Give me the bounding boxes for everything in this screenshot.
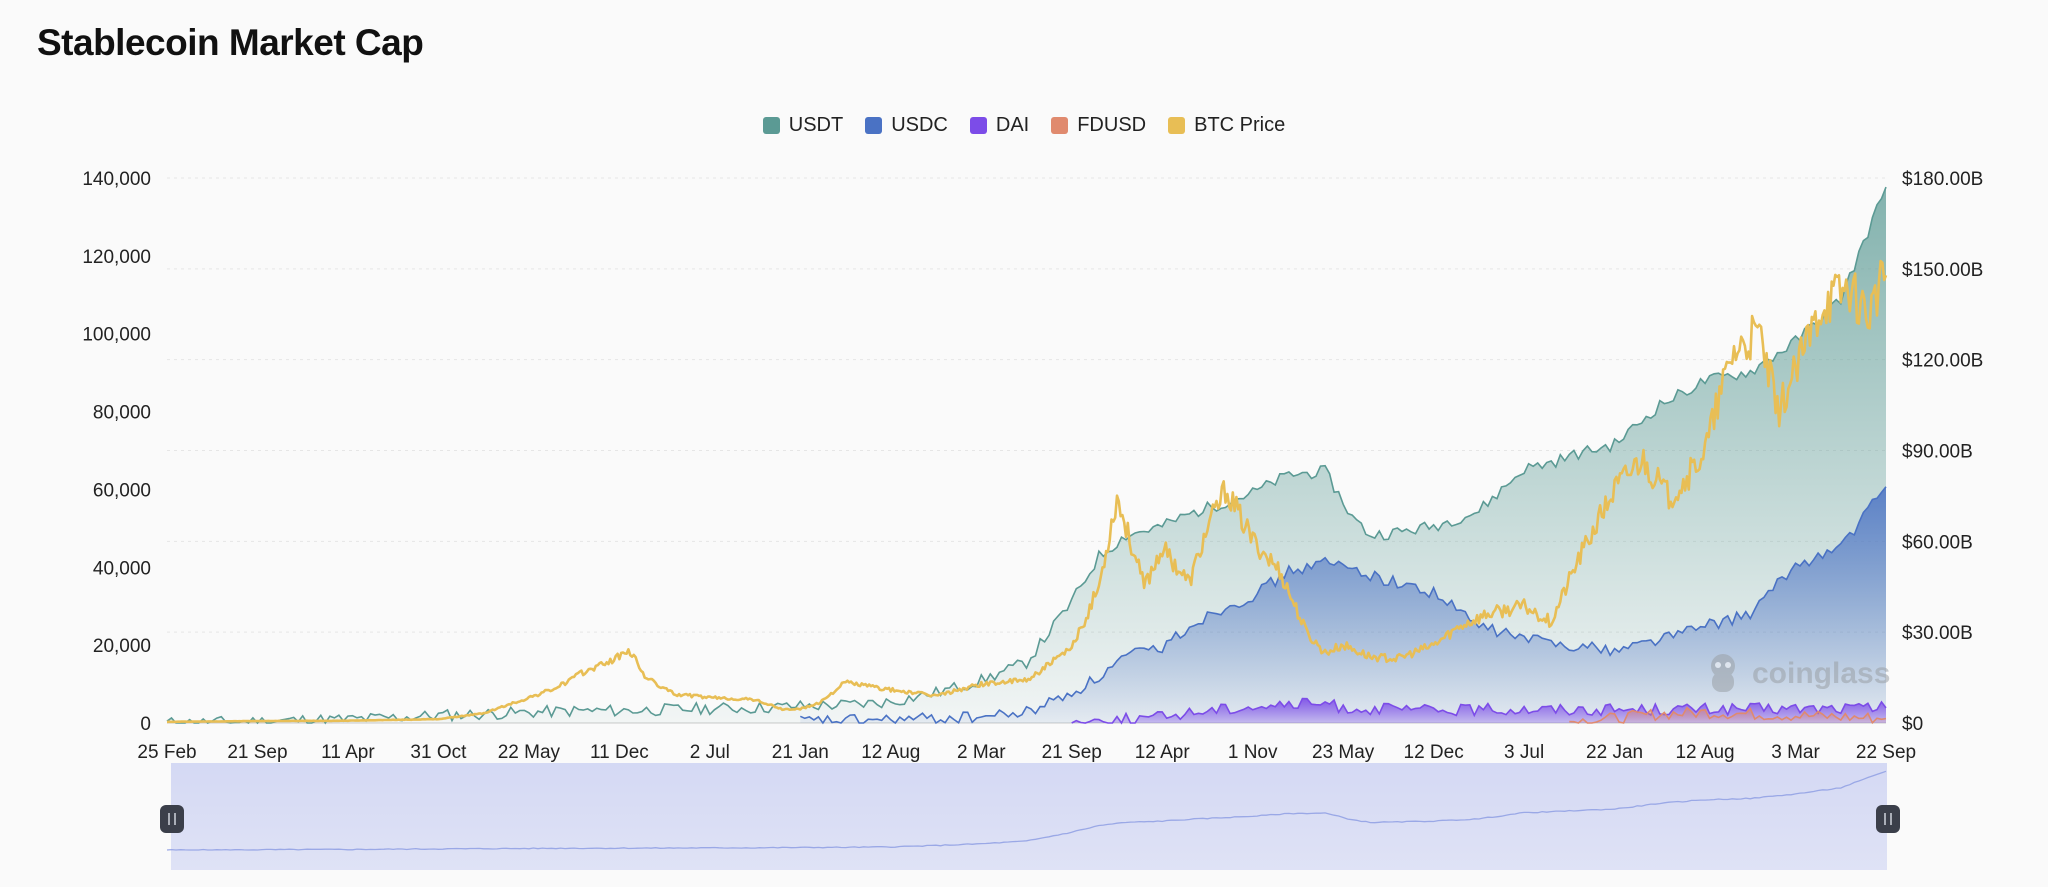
legend-item-fdusd[interactable]: FDUSD (1051, 114, 1146, 137)
line-dai (1071, 697, 1887, 725)
x-tick-label: 12 Apr (1135, 742, 1191, 763)
navigator-handle-left[interactable] (160, 805, 184, 833)
x-tick-label: 12 Aug (1675, 742, 1734, 763)
y-right-tick-label: $90.00B (1902, 442, 1973, 463)
navigator-handle-right[interactable] (1876, 805, 1900, 833)
x-tick-label: 31 Oct (410, 742, 467, 763)
x-tick-label: 22 May (498, 742, 561, 763)
x-tick-label: 1 Nov (1228, 742, 1278, 763)
y-right-tick-label: $120.00B (1902, 351, 1983, 372)
x-tick-label: 2 Mar (957, 742, 1006, 763)
line-btc-price (166, 259, 1888, 724)
legend-label-btc-price: BTC Price (1194, 114, 1286, 136)
legend-swatch-dai (969, 117, 987, 134)
legend-swatch-usdt (762, 117, 780, 134)
y-left-tick-label: 0 (140, 714, 151, 735)
y-right-tick-label: $150.00B (1902, 260, 1983, 281)
y-left-tick-label: 20,000 (93, 636, 151, 657)
legend-swatch-btc-price (1168, 117, 1186, 134)
zoom-navigator (171, 763, 1887, 870)
x-tick-label: 2 Jul (690, 742, 730, 763)
x-tick-label: 12 Dec (1404, 742, 1464, 763)
x-tick-label: 3 Jul (1504, 742, 1544, 763)
x-tick-label: 3 Mar (1771, 742, 1820, 763)
x-tick-label: 25 Feb (137, 742, 196, 763)
y-right-tick-label: $60.00B (1902, 532, 1973, 553)
legend-label-fdusd: FDUSD (1077, 114, 1147, 136)
y-left-tick-label: 80,000 (93, 403, 151, 424)
line-usdc (799, 486, 1887, 725)
legend-label-usdc: USDC (891, 114, 948, 136)
legend-item-btc-price[interactable]: BTC Price (1168, 114, 1285, 137)
x-tick-label: 21 Jan (772, 742, 829, 763)
y-left-tick-label: 60,000 (93, 480, 151, 501)
legend-swatch-usdc (865, 117, 883, 134)
y-left-tick-label: 100,000 (82, 325, 151, 346)
y-left-tick-label: 40,000 (93, 558, 151, 579)
x-tick-label: 11 Apr (321, 742, 375, 763)
watermark-logo: coinglass (1700, 652, 1890, 696)
x-tick-label: 12 Aug (861, 742, 920, 763)
legend-label-usdt: USDT (788, 114, 844, 136)
y-left-tick-label: 140,000 (82, 169, 151, 190)
y-left-tick-label: 120,000 (82, 247, 151, 268)
legend-swatch-fdusd (1051, 117, 1069, 134)
y-right-tick-label: $30.00B (1902, 623, 1973, 644)
legend-item-dai[interactable]: DAI (969, 114, 1030, 137)
x-tick-label: 21 Sep (1042, 742, 1102, 763)
chart-legend: USDT USDC DAI FDUSD BTC Price (0, 114, 2048, 137)
chart-title: Stablecoin Market Cap (37, 22, 424, 63)
x-tick-label: 22 Jan (1586, 742, 1643, 763)
y-right-tick-label: $0 (1902, 714, 1923, 735)
navigator-line (166, 770, 1887, 851)
legend-item-usdt[interactable]: USDT (762, 114, 844, 137)
area-usdt (167, 187, 1886, 724)
x-tick-label: 21 Sep (227, 742, 287, 763)
legend-item-usdc[interactable]: USDC (865, 114, 948, 137)
area-fdusd (1569, 707, 1886, 723)
x-tick-label: 11 Dec (590, 742, 649, 763)
y-right-tick-label: $180.00B (1902, 169, 1983, 190)
x-tick-label: 22 Sep (1856, 742, 1916, 763)
line-fdusd (1569, 706, 1887, 725)
x-tick-label: 23 May (1312, 742, 1375, 763)
watermark-icon (1711, 654, 1735, 692)
area-usdc (800, 486, 1886, 723)
legend-label-dai: DAI (995, 114, 1030, 136)
